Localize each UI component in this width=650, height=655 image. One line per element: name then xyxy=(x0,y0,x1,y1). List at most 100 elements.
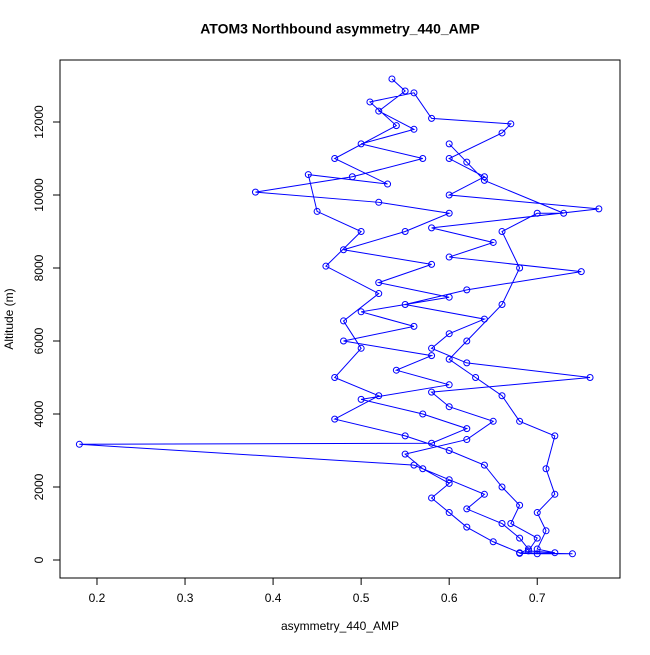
chart-title: ATOM3 Northbound asymmetry_440_AMP xyxy=(200,21,480,37)
data-point xyxy=(331,155,339,163)
data-point xyxy=(410,461,418,469)
data-point xyxy=(445,191,453,199)
y-axis-label: Altitude (m) xyxy=(2,288,16,349)
data-point xyxy=(480,173,488,181)
data-point xyxy=(480,490,488,498)
y-tick-label: 8000 xyxy=(32,254,46,281)
data-point xyxy=(516,534,524,542)
y-tick-label: 4000 xyxy=(32,400,46,427)
data-point xyxy=(313,207,321,215)
data-point xyxy=(551,549,559,557)
data-point xyxy=(463,505,471,513)
data-point xyxy=(463,523,471,531)
data-point xyxy=(516,501,524,509)
data-point xyxy=(489,417,497,425)
data-point xyxy=(428,260,436,268)
y-tick-label: 6000 xyxy=(32,327,46,354)
data-point xyxy=(340,246,348,254)
plot-box xyxy=(59,59,621,579)
y-tick-label: 0 xyxy=(32,556,46,563)
x-tick-label: 0.7 xyxy=(529,591,546,605)
data-point xyxy=(533,545,541,553)
data-point xyxy=(428,352,436,360)
data-point xyxy=(375,290,383,298)
data-point xyxy=(480,176,488,184)
data-point xyxy=(348,173,356,181)
data-point xyxy=(445,140,453,148)
data-point xyxy=(507,120,515,128)
y-tick-label: 2000 xyxy=(32,473,46,500)
x-tick-label: 0.5 xyxy=(353,591,370,605)
data-point xyxy=(428,114,436,122)
data-point xyxy=(357,344,365,352)
data-point xyxy=(516,549,524,557)
x-tick-label: 0.6 xyxy=(441,591,458,605)
data-point xyxy=(428,439,436,447)
y-tick-label: 10000 xyxy=(32,178,46,212)
data-point xyxy=(542,527,550,535)
data-point xyxy=(392,366,400,374)
data-point xyxy=(428,494,436,502)
data-point xyxy=(322,262,330,270)
data-point xyxy=(463,425,471,433)
data-point xyxy=(419,410,427,418)
data-point xyxy=(551,432,559,440)
data-point xyxy=(401,301,409,309)
data-point xyxy=(401,432,409,440)
data-point xyxy=(445,253,453,261)
data-point xyxy=(516,417,524,425)
data-point xyxy=(340,337,348,345)
data-point xyxy=(388,75,396,83)
data-point xyxy=(340,317,348,325)
data-point xyxy=(463,158,471,166)
data-point xyxy=(445,476,453,484)
data-point xyxy=(595,205,603,213)
y-tick-label: 12000 xyxy=(32,105,46,139)
data-point xyxy=(375,279,383,287)
data-point xyxy=(331,374,339,382)
data-point xyxy=(445,155,453,163)
data-point xyxy=(445,403,453,411)
data-point xyxy=(357,395,365,403)
data-point xyxy=(551,490,559,498)
data-point xyxy=(375,198,383,206)
data-point xyxy=(577,268,585,276)
data-point xyxy=(331,415,339,423)
data-point xyxy=(498,483,506,491)
data-point xyxy=(463,436,471,444)
data-point xyxy=(445,293,453,301)
data-point xyxy=(498,129,506,137)
data-point xyxy=(428,388,436,396)
data-point xyxy=(251,188,259,196)
data-point xyxy=(366,98,374,106)
data-point xyxy=(480,315,488,323)
data-point xyxy=(498,392,506,400)
data-point xyxy=(428,344,436,352)
data-point xyxy=(445,209,453,217)
data-point xyxy=(75,440,83,448)
data-point xyxy=(463,359,471,367)
data-point xyxy=(498,228,506,236)
data-point xyxy=(375,392,383,400)
data-point xyxy=(463,286,471,294)
data-point xyxy=(533,209,541,217)
data-point xyxy=(304,171,312,179)
x-tick-label: 0.4 xyxy=(265,591,282,605)
data-point xyxy=(489,238,497,246)
data-point xyxy=(445,509,453,517)
data-point xyxy=(375,107,383,115)
data-point xyxy=(410,125,418,133)
data-point xyxy=(533,550,541,558)
data-point xyxy=(533,509,541,517)
data-point xyxy=(560,209,568,217)
data-point xyxy=(384,180,392,188)
data-point xyxy=(480,461,488,469)
data-point xyxy=(428,224,436,232)
data-point xyxy=(392,122,400,130)
data-point xyxy=(524,545,532,553)
x-axis-label: asymmetry_440_AMP xyxy=(281,619,399,633)
data-point xyxy=(542,465,550,473)
data-point xyxy=(463,337,471,345)
